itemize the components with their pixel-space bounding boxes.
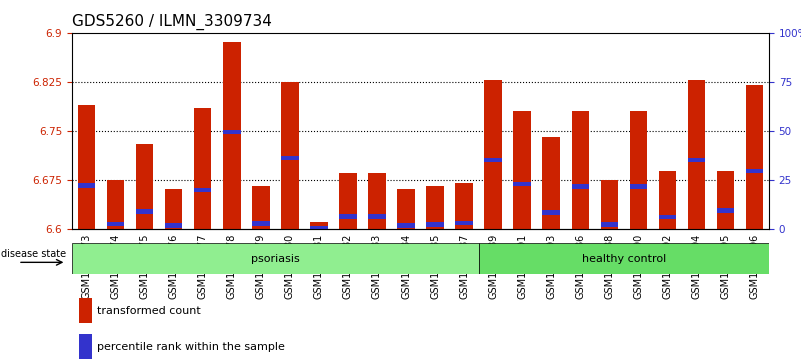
Bar — [687, 80, 705, 229]
Bar — [426, 222, 444, 227]
Bar — [746, 85, 763, 229]
Bar — [339, 173, 356, 229]
Bar — [687, 158, 705, 163]
Bar — [746, 169, 763, 174]
Bar — [485, 80, 501, 229]
Bar — [310, 226, 328, 231]
Bar — [571, 184, 589, 189]
Bar — [194, 108, 211, 229]
Bar — [136, 209, 153, 214]
Bar — [455, 183, 473, 229]
Bar — [78, 183, 95, 188]
Text: psoriasis: psoriasis — [251, 254, 300, 264]
Bar — [542, 210, 560, 215]
Bar — [281, 82, 299, 229]
Bar — [513, 182, 531, 186]
Bar — [165, 223, 183, 228]
Bar — [485, 158, 501, 163]
Bar — [658, 171, 676, 229]
Bar — [165, 189, 183, 229]
Bar — [310, 222, 328, 229]
Bar — [397, 223, 415, 228]
Bar — [717, 171, 734, 229]
Bar — [107, 221, 124, 226]
Text: GDS5260 / ILMN_3309734: GDS5260 / ILMN_3309734 — [72, 14, 272, 30]
Bar — [455, 221, 473, 225]
Bar — [397, 189, 415, 229]
Bar — [630, 184, 647, 189]
Bar — [136, 144, 153, 229]
Bar — [571, 111, 589, 229]
Bar — [107, 180, 124, 229]
Bar — [368, 173, 385, 229]
Bar — [717, 208, 734, 213]
Bar — [542, 137, 560, 229]
Text: percentile rank within the sample: percentile rank within the sample — [97, 342, 284, 352]
Bar — [630, 111, 647, 229]
Bar — [78, 105, 95, 229]
Bar — [72, 243, 478, 274]
Bar — [601, 180, 618, 229]
Bar — [223, 42, 240, 229]
Bar — [79, 334, 92, 359]
Bar — [223, 130, 240, 134]
Bar — [339, 214, 356, 219]
Bar — [194, 188, 211, 192]
Bar — [478, 243, 769, 274]
Text: disease state: disease state — [2, 249, 66, 259]
Bar — [368, 214, 385, 219]
Bar — [79, 298, 92, 323]
Bar — [658, 215, 676, 220]
Text: transformed count: transformed count — [97, 306, 200, 316]
Bar — [601, 223, 618, 227]
Bar — [252, 221, 269, 226]
Bar — [252, 186, 269, 229]
Bar — [281, 156, 299, 160]
Text: healthy control: healthy control — [582, 254, 666, 264]
Bar — [426, 186, 444, 229]
Bar — [513, 111, 531, 229]
